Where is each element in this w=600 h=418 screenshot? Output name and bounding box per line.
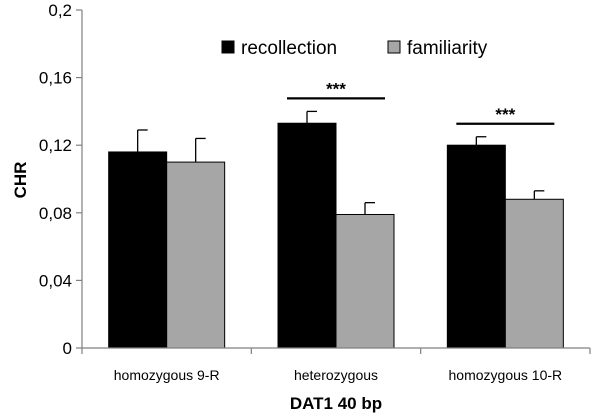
y-axis: 0 0,04 0,08 0,12 0,16 0,2 (39, 1, 83, 358)
bar-familiarity (335, 213, 395, 349)
significance-label: *** (495, 105, 515, 124)
x-axis: homozygous 9-R heterozygous homozygous 10-… (81, 347, 591, 383)
x-category-label: heterozygous (294, 367, 378, 383)
y-tick-label: 0 (63, 339, 72, 358)
bar-familiarity (504, 198, 564, 349)
significance-label: *** (326, 79, 346, 98)
error-bars (137, 110, 545, 215)
y-tick-label: 0,04 (39, 271, 72, 290)
bar-recollection (277, 122, 337, 349)
x-category-label: homozygous 10-R (449, 367, 563, 383)
legend-swatch-recollection (221, 40, 235, 54)
y-tick-label: 0,08 (39, 204, 72, 223)
legend-swatch-familiarity (387, 40, 401, 54)
bars (108, 122, 564, 349)
bar-recollection (446, 144, 506, 349)
bar-familiarity (166, 161, 226, 349)
x-axis-title: DAT1 40 bp (290, 394, 382, 413)
y-axis-title: CHR (11, 162, 30, 199)
legend: recollection familiarity (221, 38, 488, 59)
y-tick-label: 0,12 (39, 136, 72, 155)
y-tick-label: 0,2 (48, 1, 72, 20)
legend-label-recollection: recollection (241, 38, 337, 59)
significance-markers: *** *** (287, 79, 555, 125)
y-tick-label: 0,16 (39, 69, 72, 88)
bar-recollection (108, 151, 168, 349)
x-category-label: homozygous 9-R (114, 367, 220, 383)
legend-label-familiarity: familiarity (407, 38, 488, 59)
